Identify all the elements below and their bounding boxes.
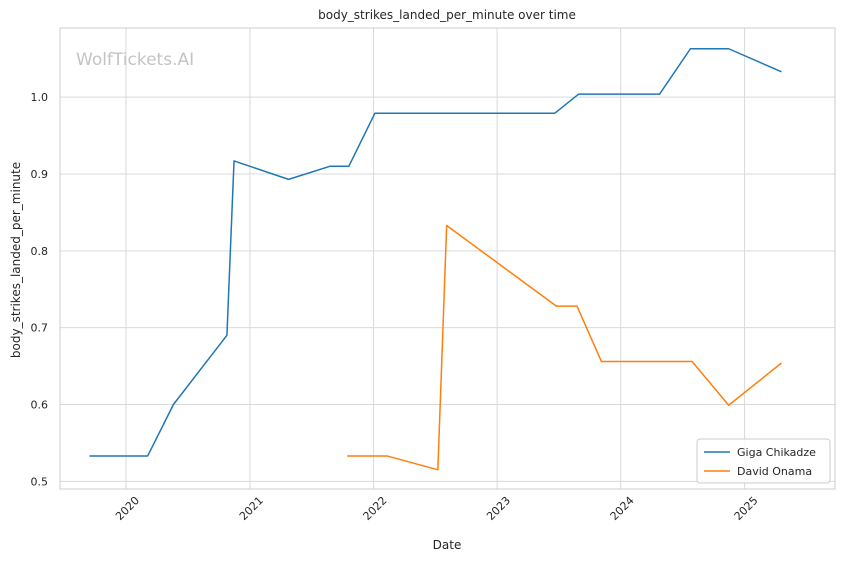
y-tick-label: 0.9 [31,168,49,181]
plot-frame [59,27,836,490]
y-axis-label: body_strikes_landed_per_minute [9,162,23,358]
x-axis-label: Date [433,538,462,552]
legend-label-giga-chikadze: Giga Chikadze [737,446,816,459]
legend-box [696,438,831,484]
series-line-david-onama [347,224,782,471]
series-line-giga-chikadze [89,48,782,457]
y-tick-label: 1.0 [31,91,49,104]
plot-area [60,28,835,489]
legend: Giga Chikadze David Onama [696,438,831,484]
grid [60,28,835,489]
chart-title: body_strikes_landed_per_minute over time [318,8,576,22]
y-tick-label: 0.8 [31,245,49,258]
y-tick-label: 0.5 [31,475,49,488]
legend-label-david-onama: David Onama [737,465,812,478]
series-layer [89,48,782,471]
watermark: WolfTickets.AI [76,50,194,70]
y-tick-label: 0.6 [31,398,49,411]
y-tick-label: 0.7 [31,322,49,335]
